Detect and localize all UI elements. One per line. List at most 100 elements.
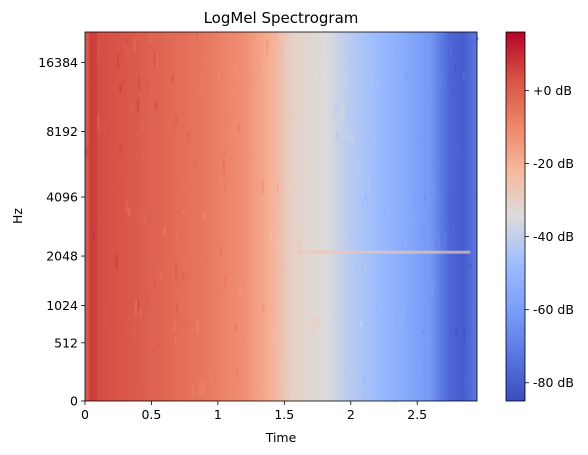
spectrogram-texture-streak xyxy=(184,320,186,327)
spectrogram-texture-streak xyxy=(126,38,129,43)
spectrogram-texture-streak xyxy=(397,303,398,307)
spectrogram-texture-streak xyxy=(376,81,379,88)
spectrogram-texture-streak xyxy=(163,227,166,234)
spectrogram-texture-streak xyxy=(143,153,144,158)
spectrogram-texture-streak xyxy=(234,65,235,75)
spectrogram-texture-streak xyxy=(454,88,455,95)
spectrogram-texture-streak xyxy=(118,186,121,189)
spectrogram-texture-streak xyxy=(336,131,339,139)
spectrogram-texture-streak xyxy=(362,37,364,43)
spectrogram-texture-streak xyxy=(389,371,391,375)
spectrogram-texture-streak xyxy=(418,309,419,320)
spectrogram-plot-area xyxy=(85,32,479,402)
spectrogram-texture-streak xyxy=(427,189,429,192)
y-tick-label: 4096 xyxy=(46,190,78,205)
spectrogram-texture-streak xyxy=(471,130,473,134)
spectrogram-texture-streak xyxy=(223,150,225,155)
spectrogram-texture-streak xyxy=(474,190,477,206)
spectrogram-texture-streak xyxy=(277,183,280,193)
spectrogram-texture-streak xyxy=(171,76,173,83)
spectrogram-texture-streak xyxy=(469,262,472,269)
spectrogram-texture-streak xyxy=(175,339,176,344)
x-tick-label: 1.5 xyxy=(274,407,294,422)
spectrogram-texture-streak xyxy=(385,207,386,217)
spectrogram-texture-streak xyxy=(88,165,89,176)
y-tick-label: 1024 xyxy=(46,298,78,313)
spectrogram-texture-streak xyxy=(433,159,434,166)
colorbar-tick-label: -40 dB xyxy=(533,229,574,244)
spectrogram-texture-streak xyxy=(132,102,133,109)
spectrogram-texture-streak xyxy=(452,221,454,232)
spectrogram-texture-streak xyxy=(282,265,284,270)
spectrogram-texture-streak xyxy=(369,133,372,150)
spectrogram-texture-streak xyxy=(176,305,178,312)
spectrogram-texture-streak xyxy=(176,234,179,242)
spectrogram-texture-streak xyxy=(348,136,350,141)
spectrogram-texture-streak xyxy=(416,135,417,138)
spectrogram-texture-streak xyxy=(97,114,99,130)
spectrogram-texture-streak xyxy=(457,154,459,167)
spectrogram-texture-streak xyxy=(464,327,466,343)
spectrogram-texture-streak xyxy=(432,185,435,195)
spectrogram-texture-streak xyxy=(358,161,360,176)
colorbar-tick-label: -60 dB xyxy=(533,302,574,317)
spectrogram-texture-streak xyxy=(86,209,87,217)
spectrogram-texture-streak xyxy=(473,275,474,280)
spectrogram-texture-streak xyxy=(270,230,273,243)
spectrogram-texture-streak xyxy=(235,325,236,332)
spectrogram-texture-streak xyxy=(138,76,141,91)
spectrogram-texture-streak xyxy=(316,159,318,171)
spectrogram-texture-streak xyxy=(224,275,227,286)
spectrogram-texture-streak xyxy=(197,320,199,332)
spectrogram-texture-streak xyxy=(354,264,357,276)
spectrogram-texture-streak xyxy=(320,194,323,202)
spectrogram-texture-streak xyxy=(177,280,179,285)
spectrogram-texture-streak xyxy=(223,160,225,177)
spectrogram-texture-streak xyxy=(231,289,232,298)
spectrogram-texture-streak xyxy=(422,330,425,334)
x-tick-label: 0.5 xyxy=(141,407,161,422)
spectrogram-texture-streak xyxy=(363,387,365,399)
spectrogram-texture-streak xyxy=(414,198,416,207)
spectrogram-texture-streak xyxy=(120,145,123,154)
spectrogram-texture-streak xyxy=(465,374,467,389)
colorbar: +0 dB-20 dB-40 dB-60 dB-80 dB xyxy=(506,32,574,401)
onset-column xyxy=(89,32,97,401)
spectrogram-texture-streak xyxy=(436,242,438,246)
spectrogram-texture-streak xyxy=(259,385,261,391)
spectrogram-texture-streak xyxy=(325,76,326,83)
spectrogram-texture-streak xyxy=(202,382,204,393)
spectrogram-texture-streak xyxy=(424,192,425,200)
spectrogram-texture-streak xyxy=(351,133,353,147)
spectrogram-texture-streak xyxy=(166,315,168,327)
harmonic-band xyxy=(298,251,471,254)
spectrogram-texture-streak xyxy=(402,305,403,321)
spectrogram-texture-streak xyxy=(412,99,413,104)
spectrogram-texture-streak xyxy=(124,320,127,336)
spectrogram-texture-streak xyxy=(140,309,142,317)
spectrogram-texture-streak xyxy=(148,81,149,95)
spectrogram-texture-streak xyxy=(196,32,198,41)
spectrogram-texture-streak xyxy=(200,78,202,83)
spectrogram-texture-streak xyxy=(238,309,240,323)
spectrogram-texture-streak xyxy=(126,181,127,187)
spectrogram-texture-streak xyxy=(285,397,288,400)
spectrogram-texture-streak xyxy=(206,122,207,132)
spectrogram-texture-streak xyxy=(343,59,346,62)
spectrogram-texture-streak xyxy=(334,102,337,119)
spectrogram-texture-streak xyxy=(444,233,447,250)
spectrogram-texture-streak xyxy=(440,328,441,332)
spectrogram-texture-streak xyxy=(225,181,226,193)
spectrogram-texture-streak xyxy=(287,45,289,53)
y-tick-label: 0 xyxy=(70,394,78,409)
spectrogram-texture-streak xyxy=(134,325,135,341)
spectrogram-texture-streak xyxy=(320,215,322,220)
spectrogram-texture-streak xyxy=(459,152,461,161)
spectrogram-texture-streak xyxy=(249,147,252,159)
y-tick-label: 8192 xyxy=(46,124,78,139)
spectrogram-texture-streak xyxy=(220,177,223,188)
spectrogram-texture-streak xyxy=(157,342,159,349)
spectrogram-texture-streak xyxy=(183,180,184,190)
spectrogram-texture-streak xyxy=(303,241,306,246)
spectrogram-texture-streak xyxy=(249,74,251,85)
